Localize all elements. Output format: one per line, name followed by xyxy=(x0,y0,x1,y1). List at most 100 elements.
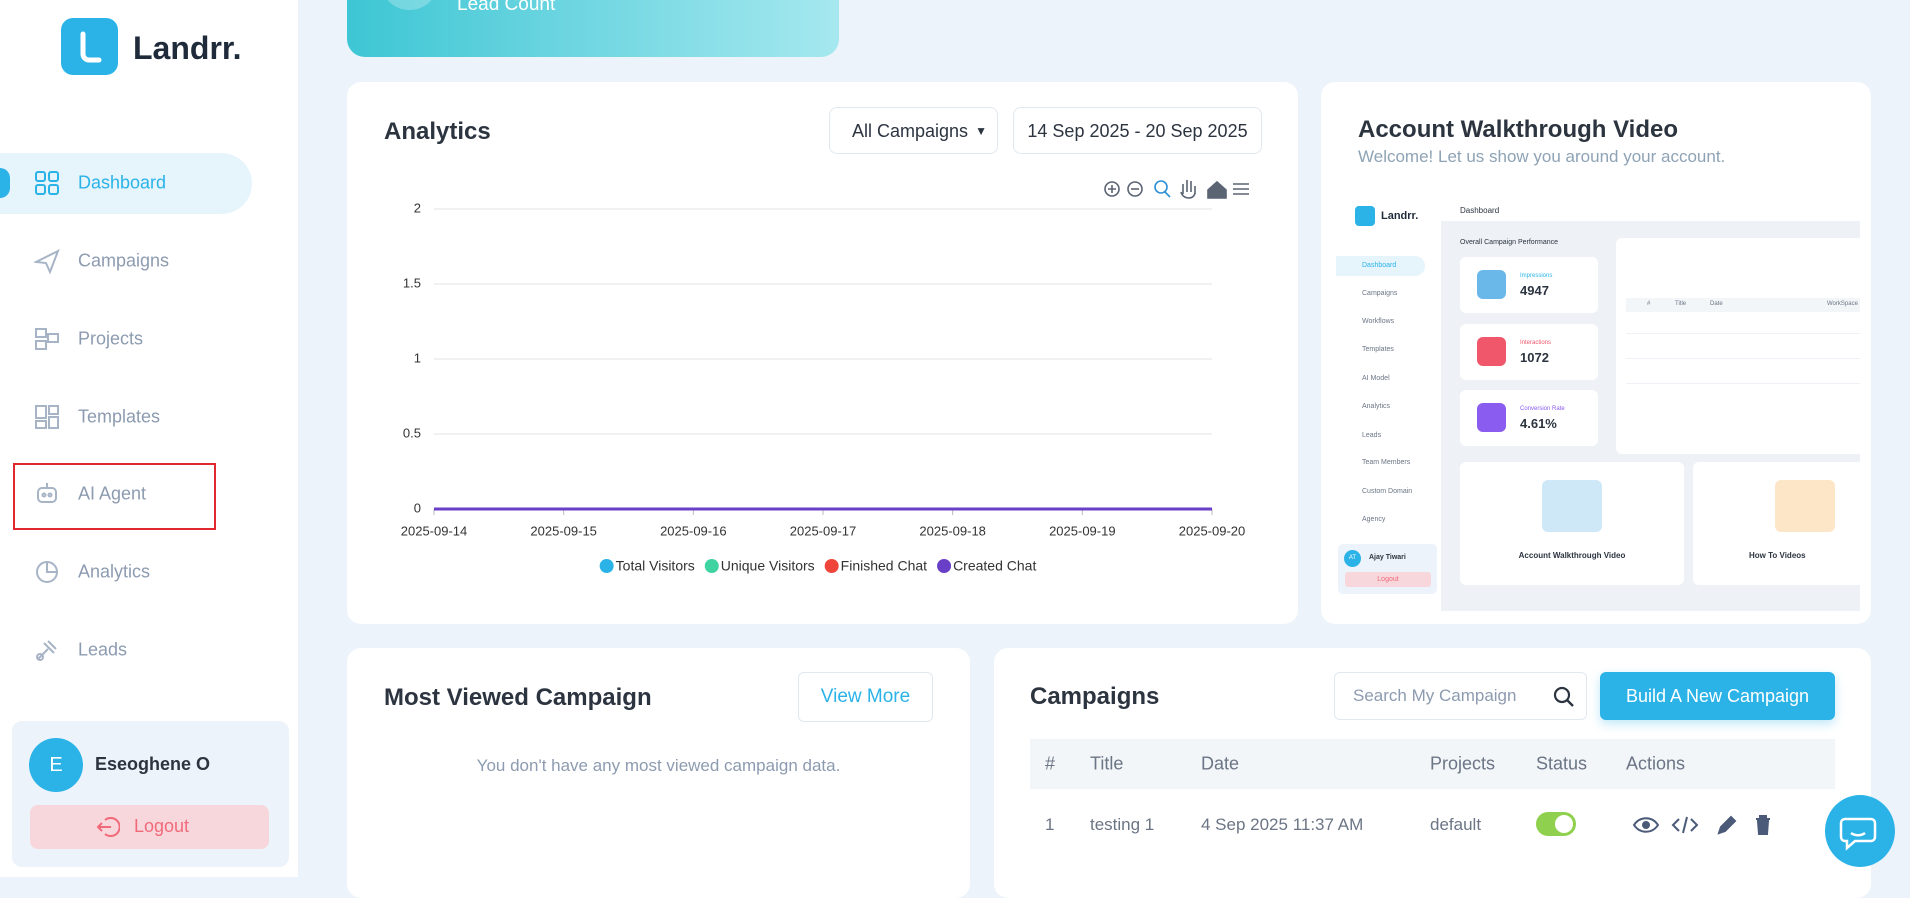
x-tick-label: 2025-09-15 xyxy=(530,523,597,538)
preview-nav: Leads xyxy=(1362,432,1382,439)
legend-marker xyxy=(824,559,839,573)
nav-icon xyxy=(35,328,59,350)
lead-count-banner: Lead Count xyxy=(347,0,839,57)
banner-label: Lead Count xyxy=(457,0,556,15)
analytics-chart: 0 0.5 1 1.5 2 2025-09-14 2025-09-15 2025-09-16 2… xyxy=(401,180,1249,574)
analytics-card: Analytics All Campaigns ▼ 14 Sep 2025 - 2… xyxy=(347,82,1298,624)
highlight-box xyxy=(13,463,216,530)
search-placeholder: Search My Campaign xyxy=(1353,686,1517,705)
table-column: Actions xyxy=(1626,753,1686,774)
preview-th: Date xyxy=(1710,301,1723,307)
preview-stat-icon xyxy=(1477,403,1506,432)
select-caret: ▼ xyxy=(975,124,987,138)
view-action[interactable] xyxy=(1632,817,1660,833)
logout-button[interactable]: Logout xyxy=(30,805,269,849)
preview-heading: Dashboard xyxy=(1460,206,1500,215)
reset[interactable] xyxy=(1207,180,1227,199)
legend-label: Finished Chat xyxy=(841,558,927,574)
logo-icon xyxy=(61,18,118,75)
table-header xyxy=(1030,739,1835,789)
y-tick-label: 2 xyxy=(414,200,421,215)
nav-item[interactable]: Projects xyxy=(78,328,144,349)
zoom-select[interactable] xyxy=(1154,180,1168,194)
x-tick-label: 2025-09-16 xyxy=(660,523,727,538)
logout-icon xyxy=(96,817,120,837)
zoom-out[interactable] xyxy=(1127,181,1143,197)
walkthrough-subtitle: Welcome! Let us show you around your acc… xyxy=(1358,147,1726,166)
embed-action[interactable] xyxy=(1671,816,1699,834)
campaign-select[interactable]: All Campaigns ▼ xyxy=(829,107,998,154)
walkthrough-title: Account Walkthrough Video xyxy=(1358,116,1679,143)
preview-th: Title xyxy=(1675,301,1687,307)
legend-item[interactable]: Unique Visitors xyxy=(704,558,815,574)
user-card: E Eseoghene O Logout xyxy=(12,721,289,867)
chat-launcher[interactable] xyxy=(1825,795,1895,867)
nav-item[interactable]: Templates xyxy=(78,406,161,427)
sidebar: Landrr. Dashboard Campaigns Projects Tem… xyxy=(0,0,298,877)
table-column: Status xyxy=(1536,753,1588,774)
most-viewed-card: Most Viewed Campaign View More You don't… xyxy=(347,648,970,898)
preview-nav: Team Members xyxy=(1362,459,1411,466)
preview-card-title: How To Videos xyxy=(1749,551,1806,560)
brand: Landrr. xyxy=(133,30,242,66)
nav-item[interactable]: Leads xyxy=(78,639,128,660)
user-name: Eseoghene O xyxy=(95,754,211,774)
active-indicator xyxy=(0,168,10,198)
nav-icon xyxy=(35,405,59,429)
most-viewed-title: Most Viewed Campaign xyxy=(384,684,652,711)
preview-illustration xyxy=(1775,480,1835,532)
preview-row-line xyxy=(1626,383,1860,384)
chat-icon xyxy=(1839,817,1877,851)
pan[interactable] xyxy=(1180,180,1196,199)
legend-item[interactable]: Finished Chat xyxy=(824,558,927,574)
table-column: # xyxy=(1045,753,1056,774)
nav-icon xyxy=(35,171,59,195)
avatar: E xyxy=(29,738,83,792)
preview-nav: Dashboard xyxy=(1362,262,1397,269)
nav-item[interactable]: Analytics xyxy=(78,561,151,582)
chart-toolbar xyxy=(1104,180,1249,199)
view-more-button[interactable]: View More xyxy=(798,672,933,722)
preview-card-title: Account Walkthrough Video xyxy=(1518,551,1626,560)
delete-action[interactable] xyxy=(1756,815,1770,835)
video-preview[interactable]: Landrr. Dashboard Campaigns Workflows Te… xyxy=(1336,199,1860,611)
preview-stat-icon xyxy=(1477,337,1506,366)
nav-icon xyxy=(36,640,57,661)
preview-video-card: Account Walkthrough Video xyxy=(1460,462,1684,585)
legend-label: Total Visitors xyxy=(616,558,695,574)
table-cell: testing 1 xyxy=(1090,815,1155,834)
menu[interactable] xyxy=(1233,183,1249,195)
legend-label: Created Chat xyxy=(953,558,1036,574)
zoom-in[interactable] xyxy=(1104,181,1120,197)
legend-marker xyxy=(704,559,719,573)
preview-row-line xyxy=(1626,333,1860,334)
table-column: Projects xyxy=(1430,753,1496,774)
preview-header xyxy=(1441,199,1860,221)
legend-marker xyxy=(937,559,952,573)
nav-item[interactable]: Campaigns xyxy=(78,250,170,271)
legend-item[interactable]: Total Visitors xyxy=(599,558,695,574)
nav-icon xyxy=(37,483,57,503)
search-icon xyxy=(1553,686,1574,707)
nav-icon xyxy=(36,561,58,583)
preview-table: # Title Date WorkSpace xyxy=(1616,238,1860,454)
table-cell: default xyxy=(1430,815,1482,834)
nav-item[interactable]: AI Agent xyxy=(78,483,147,504)
status-toggle[interactable] xyxy=(1536,812,1576,836)
nav-item[interactable]: Dashboard xyxy=(78,172,167,193)
active-pill xyxy=(0,153,252,214)
edit-action[interactable] xyxy=(1717,815,1737,835)
preview-logout: Logout xyxy=(1345,572,1431,587)
legend-item[interactable]: Created Chat xyxy=(937,558,1036,574)
preview-stat-value: 4947 xyxy=(1520,283,1549,298)
build-campaign-button[interactable]: Build A New Campaign xyxy=(1600,672,1835,720)
preview-video-card: How To Videos xyxy=(1693,462,1860,585)
table-column: Title xyxy=(1090,753,1124,774)
table-cell: 1 xyxy=(1045,815,1055,834)
preview-th: WorkSpace xyxy=(1827,301,1858,307)
preview-user-name: Ajay Tiwari xyxy=(1369,554,1406,561)
search-input[interactable]: Search My Campaign xyxy=(1334,672,1587,720)
date-range[interactable]: 14 Sep 2025 - 20 Sep 2025 xyxy=(1013,107,1262,154)
preview-table-header xyxy=(1626,298,1860,312)
